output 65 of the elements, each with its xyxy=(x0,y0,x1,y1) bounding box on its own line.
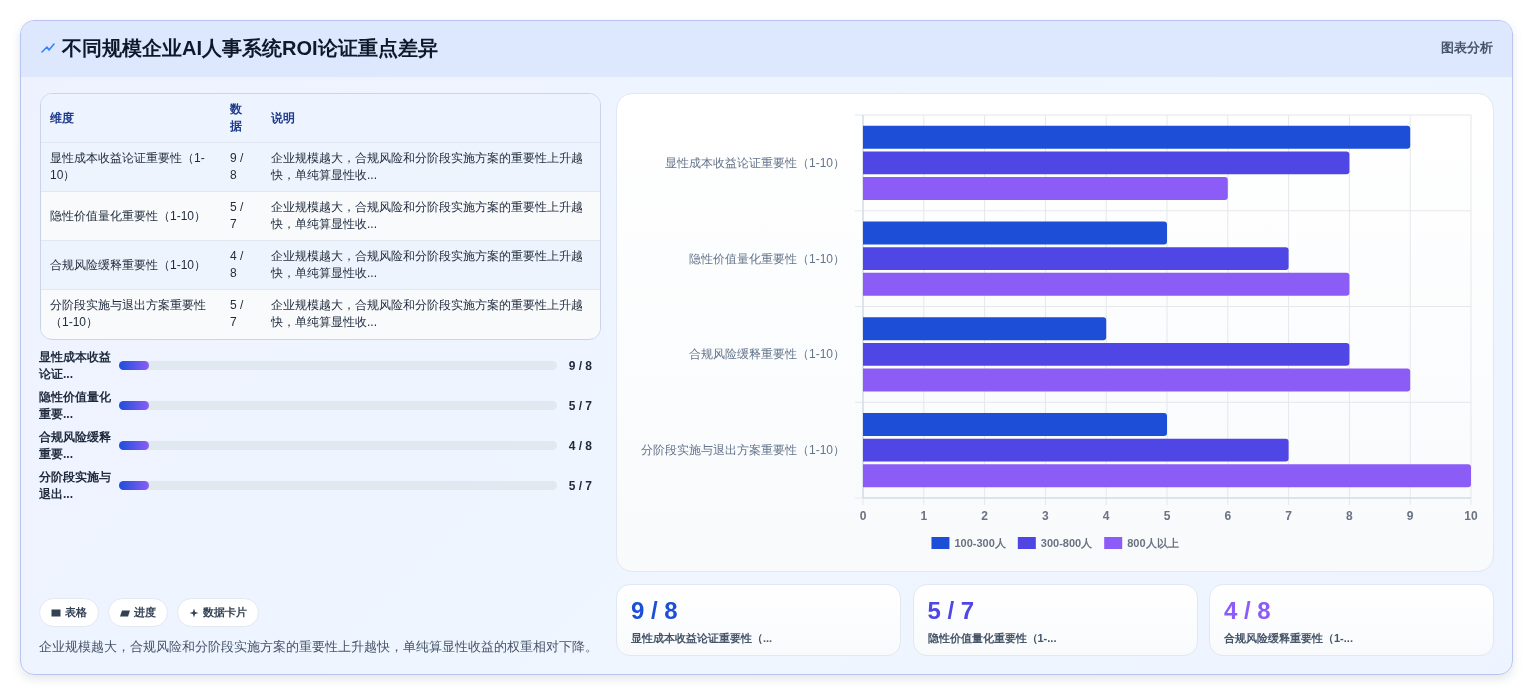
x-tick-label: 9 xyxy=(1406,509,1414,523)
legend-label: 300-800人 xyxy=(1040,537,1094,550)
x-tick-label: 8 xyxy=(1346,509,1354,523)
text: 4 / 8 xyxy=(221,240,262,290)
text: 5 / 7 xyxy=(568,479,592,493)
x-tick-label: 2 xyxy=(981,509,989,523)
category-label: 合规风险缓释重要... xyxy=(39,429,112,463)
legend-label: 800人以上 xyxy=(1127,537,1179,550)
text: 4 / 8 xyxy=(568,439,592,453)
text: 企业规模越大，合规风险和分阶段实施方案的重要性上升越快，单纯算显性收... xyxy=(262,142,600,192)
bar xyxy=(863,272,1350,296)
text: 5 / 7 xyxy=(927,596,975,626)
text: 合规风险缓释重要性（1-... xyxy=(1224,631,1353,646)
bar xyxy=(863,342,1350,366)
bar xyxy=(863,176,1228,200)
x-tick-label: 6 xyxy=(1224,509,1232,523)
y-tick-label: 隐性价值量化重要性（1-10） xyxy=(688,251,845,266)
text: 数据卡片 xyxy=(203,605,247,620)
y-tick-label: 合规风险缓释重要性（1-10） xyxy=(688,347,845,362)
text: 隐性价值量化重要性（1-... xyxy=(927,631,1057,646)
text: 9 / 8 xyxy=(631,596,678,626)
text: 合规风险缓释重要性（1-10） xyxy=(41,240,221,290)
text: 显性成本收益论证重要性（... xyxy=(631,631,773,646)
bar xyxy=(863,151,1350,175)
bar xyxy=(863,125,1411,149)
text: 图表分析 xyxy=(1441,40,1493,56)
text: 5 / 7 xyxy=(221,289,262,338)
text: 维度 xyxy=(41,94,221,143)
bar xyxy=(863,413,1167,437)
text: 企业规模越大，合规风险和分阶段实施方案的重要性上升越快，单纯算显性收益的权重相对下降。 xyxy=(39,638,598,656)
text: 数据 xyxy=(221,94,262,143)
text: 企业规模越大，合规风险和分阶段实施方案的重要性上升越快，单纯算显性收... xyxy=(262,289,600,338)
bar xyxy=(863,317,1107,341)
text: 9 / 8 xyxy=(221,142,262,192)
y-tick-label: 显性成本收益论证重要性（1-10） xyxy=(664,155,845,170)
bar xyxy=(863,368,1411,392)
legend-label: 100-300人 xyxy=(954,537,1007,550)
category-label: 隐性价值量化重要... xyxy=(39,389,112,423)
text: 9 / 8 xyxy=(568,359,592,373)
text: 进度 xyxy=(134,605,156,620)
text: 表格 xyxy=(65,605,87,620)
bar xyxy=(863,438,1289,462)
bar xyxy=(863,221,1167,245)
bar xyxy=(863,464,1471,488)
category-label: 分阶段实施与退出... xyxy=(39,469,112,503)
text: 企业规模越大，合规风险和分阶段实施方案的重要性上升越快，单纯算显性收... xyxy=(262,191,600,241)
text: 说明 xyxy=(262,94,600,143)
bar xyxy=(863,247,1289,271)
text: 5 / 7 xyxy=(568,399,592,413)
x-tick-label: 7 xyxy=(1285,509,1293,523)
text: 隐性价值量化重要性（1-10） xyxy=(41,191,221,241)
x-tick-label: 10 xyxy=(1464,509,1478,523)
category-label: 显性成本收益论证... xyxy=(39,349,112,383)
x-tick-label: 5 xyxy=(1163,509,1171,523)
x-tick-label: 3 xyxy=(1042,509,1050,523)
text: 5 / 7 xyxy=(221,191,262,241)
x-tick-label: 0 xyxy=(859,509,867,523)
text: 不同规模企业AI人事系统ROI论证重点差异 xyxy=(62,36,438,60)
text: 4 / 8 xyxy=(1224,596,1271,626)
text: 企业规模越大，合规风险和分阶段实施方案的重要性上升越快，单纯算显性收... xyxy=(262,240,600,290)
text: 显性成本收益论证重要性（1-10） xyxy=(41,142,221,192)
x-tick-label: 4 xyxy=(1102,509,1110,523)
y-tick-label: 分阶段实施与退出方案重要性（1-10） xyxy=(640,443,845,458)
text: 分阶段实施与退出方案重要性（1-10） xyxy=(41,289,221,338)
x-tick-label: 1 xyxy=(920,509,928,523)
